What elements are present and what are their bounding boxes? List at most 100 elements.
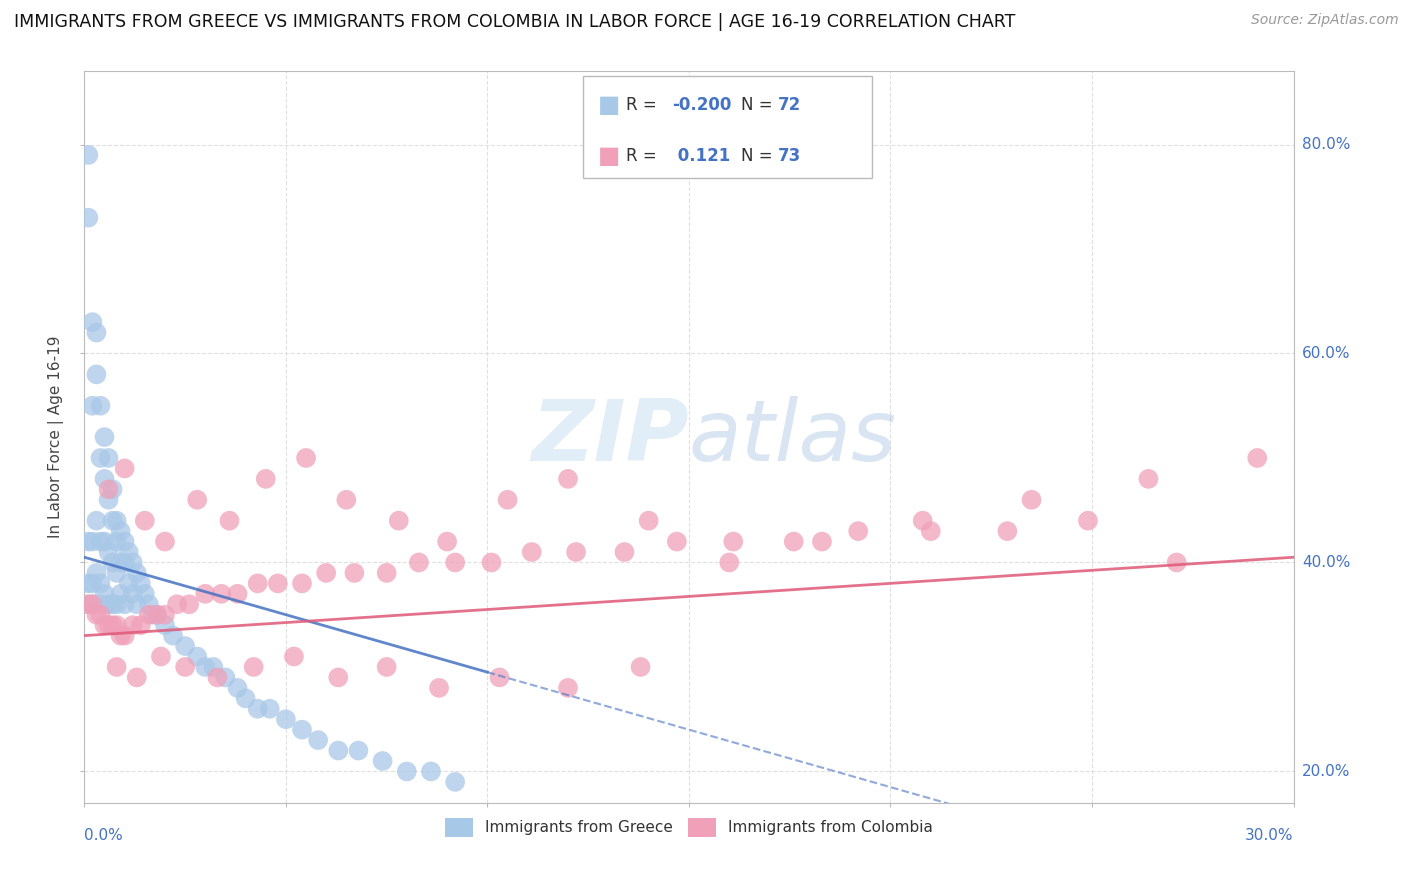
Point [328, 743, 350, 757]
Point [388, 514, 411, 528]
Point [315, 566, 337, 580]
Point [254, 472, 277, 486]
Point [174, 639, 197, 653]
Point [121, 556, 143, 570]
Point [82, 597, 104, 611]
Point [89, 450, 111, 465]
Point [665, 534, 688, 549]
Point [246, 702, 269, 716]
Point [129, 618, 152, 632]
Point [110, 629, 132, 643]
Point [101, 556, 124, 570]
Point [557, 681, 579, 695]
Point [153, 534, 176, 549]
Point [291, 723, 314, 737]
Point [166, 597, 188, 611]
Point [1137, 472, 1160, 486]
Point [114, 597, 136, 611]
Point [138, 607, 160, 622]
Point [153, 607, 176, 622]
Point [93, 534, 115, 549]
Point [97, 545, 120, 559]
Point [77, 211, 100, 225]
Point [194, 660, 217, 674]
Point [194, 587, 217, 601]
Point [162, 629, 184, 643]
Point [420, 764, 443, 779]
Point [226, 681, 249, 695]
Point [307, 733, 329, 747]
Point [77, 148, 100, 162]
Point [118, 545, 141, 559]
Text: 80.0%: 80.0% [1302, 137, 1350, 152]
Point [77, 597, 100, 611]
Point [97, 597, 120, 611]
Point [118, 576, 141, 591]
Text: 72: 72 [778, 95, 801, 113]
Point [114, 534, 136, 549]
Point [77, 597, 100, 611]
Point [101, 483, 124, 497]
Point [82, 534, 104, 549]
Point [408, 556, 430, 570]
Text: R =: R = [626, 95, 662, 113]
Point [209, 587, 232, 601]
Point [97, 483, 120, 497]
Point [246, 576, 269, 591]
Text: N =: N = [741, 147, 778, 165]
Point [488, 670, 510, 684]
Point [630, 660, 652, 674]
Point [129, 576, 152, 591]
Point [444, 775, 467, 789]
Text: N =: N = [741, 95, 778, 113]
Point [295, 450, 318, 465]
Point [86, 326, 108, 340]
Point [267, 576, 290, 591]
Point [97, 450, 120, 465]
Point [375, 566, 398, 580]
Point [718, 556, 741, 570]
Point [274, 712, 297, 726]
Point [557, 472, 579, 486]
Point [613, 545, 636, 559]
Point [142, 607, 165, 622]
Text: -0.200: -0.200 [672, 95, 731, 113]
Text: IMMIGRANTS FROM GREECE VS IMMIGRANTS FROM COLOMBIA IN LABOR FORCE | AGE 16-19 CO: IMMIGRANTS FROM GREECE VS IMMIGRANTS FRO… [14, 13, 1015, 31]
Point [179, 597, 201, 611]
Point [343, 566, 366, 580]
Point [86, 607, 108, 622]
Point [186, 649, 208, 664]
Point [89, 607, 111, 622]
Point [82, 597, 104, 611]
Point [371, 754, 394, 768]
Point [89, 399, 111, 413]
Point [637, 514, 659, 528]
Point [97, 618, 120, 632]
Text: Source: ZipAtlas.com: Source: ZipAtlas.com [1251, 13, 1399, 28]
Text: 0.0%: 0.0% [84, 828, 124, 843]
Point [153, 618, 176, 632]
Point [202, 660, 225, 674]
Point [565, 545, 588, 559]
Point [444, 556, 467, 570]
Point [89, 597, 111, 611]
Text: 20.0%: 20.0% [1302, 764, 1350, 779]
Point [105, 618, 128, 632]
Point [207, 670, 229, 684]
Text: ■: ■ [598, 144, 620, 168]
Point [218, 514, 240, 528]
Point [121, 587, 143, 601]
Text: 40.0%: 40.0% [1302, 555, 1350, 570]
Point [920, 524, 942, 538]
Point [93, 472, 115, 486]
Point [436, 534, 458, 549]
Point [125, 670, 148, 684]
Text: 0.121: 0.121 [672, 147, 730, 165]
Point [375, 660, 398, 674]
Point [427, 681, 450, 695]
Point [114, 556, 136, 570]
Text: ZIP: ZIP [531, 395, 689, 479]
Point [783, 534, 806, 549]
Text: 73: 73 [778, 147, 801, 165]
Point [1246, 450, 1268, 465]
